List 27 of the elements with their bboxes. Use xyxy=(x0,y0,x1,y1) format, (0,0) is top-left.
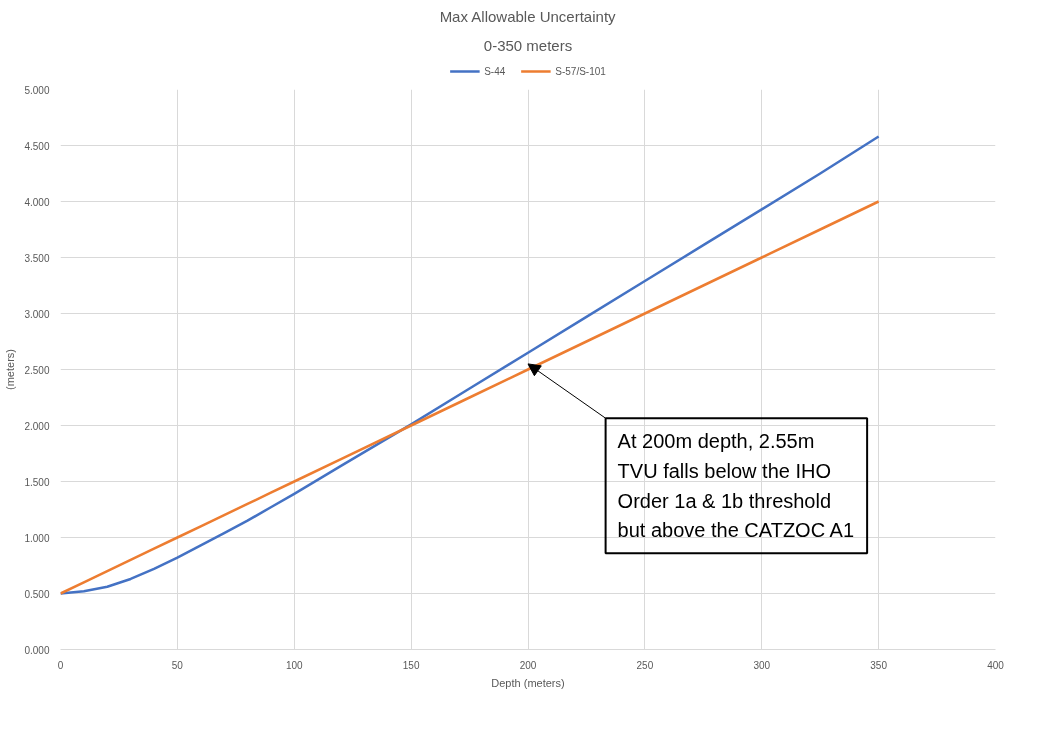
annotation: At 200m depth, 2.55m TVU falls below the IHO Order 1a & 1b threshold but above the CATZOC A1 xyxy=(617,430,855,542)
y-tick-label: 5.000 xyxy=(24,84,50,96)
y-tick-label: 3.000 xyxy=(24,308,50,320)
x-tick-label: 350 xyxy=(870,659,888,671)
chart-title: Max Allowable Uncertainty xyxy=(439,7,617,25)
y-tick-label: 4.000 xyxy=(24,196,50,208)
y-tick-label: 4.500 xyxy=(24,140,50,152)
legend-label: S-57/S-101 xyxy=(555,65,606,77)
x-tick-label: 250 xyxy=(636,659,654,671)
x-tick-label: 300 xyxy=(753,659,771,671)
y-tick-label: 3.500 xyxy=(24,252,50,264)
y-tick-label: 1.000 xyxy=(24,532,50,544)
x-tick-label: 200 xyxy=(519,659,537,671)
x-tick-label: 50 xyxy=(171,659,184,671)
y-tick-label: 0.500 xyxy=(24,588,50,600)
x-axis-title: Depth (meters) xyxy=(491,676,565,689)
y-tick-label: 1.500 xyxy=(24,476,50,488)
chart-subtitle: 0-350 meters xyxy=(483,36,573,54)
y-axis-title: (meters) xyxy=(4,349,17,390)
x-tick-label: 400 xyxy=(987,659,1005,671)
x-tick-label: 100 xyxy=(285,659,304,671)
y-tick-label: 2.000 xyxy=(24,420,50,432)
x-tick-label: 150 xyxy=(402,659,420,671)
x-tick-label: 0 xyxy=(57,659,64,671)
y-tick-label: 2.500 xyxy=(24,364,50,376)
legend-label: S-44 xyxy=(484,65,506,77)
y-tick-label: 0.000 xyxy=(24,644,50,656)
